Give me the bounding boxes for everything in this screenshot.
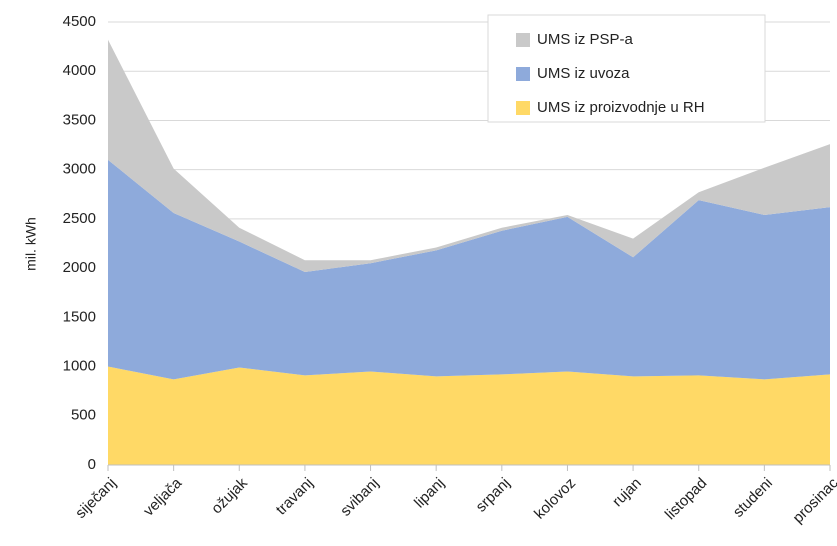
y-tick-label: 2000 <box>63 259 96 276</box>
area <box>108 366 830 465</box>
x-tick-label: studeni <box>730 475 776 521</box>
x-tick-label: listopad <box>662 475 711 524</box>
legend-label: UMS iz PSP-a <box>537 31 634 48</box>
x-tick-label: lipanj <box>411 475 448 512</box>
y-tick-label: 4500 <box>63 13 96 30</box>
x-tick-label: srpanj <box>473 475 514 516</box>
y-tick-label: 4000 <box>63 62 96 79</box>
x-tick-label: siječanj <box>72 475 119 522</box>
y-axis-label: mil. kWh <box>23 217 39 271</box>
y-tick-label: 3500 <box>63 111 96 128</box>
y-tick-label: 1500 <box>63 308 96 325</box>
area <box>108 159 830 380</box>
y-tick-label: 3000 <box>63 161 96 178</box>
y-tick-label: 1000 <box>63 358 96 375</box>
x-tick-label: veljača <box>140 474 186 520</box>
legend-swatch <box>516 33 530 47</box>
legend-swatch <box>516 101 530 115</box>
legend-label: UMS iz proizvodnje u RH <box>537 99 705 116</box>
y-tick-label: 0 <box>88 456 96 473</box>
legend-label: UMS iz uvoza <box>537 65 630 82</box>
legend: UMS iz PSP-a UMS iz uvoza UMS iz proizvodn… <box>487 14 766 123</box>
x-tick-label: ožujak <box>208 474 251 517</box>
y-tick-label: 2500 <box>63 210 96 227</box>
x-tick-label: prosinac <box>790 474 837 526</box>
x-tick-label: kolovoz <box>531 475 579 523</box>
x-tick-label: rujan <box>609 475 645 511</box>
x-tick-label: travanj <box>273 475 317 519</box>
legend-swatch <box>516 67 530 81</box>
y-tick-label: 500 <box>71 407 96 424</box>
legend-box <box>487 14 766 123</box>
x-tick-label: svibanj <box>337 475 382 520</box>
